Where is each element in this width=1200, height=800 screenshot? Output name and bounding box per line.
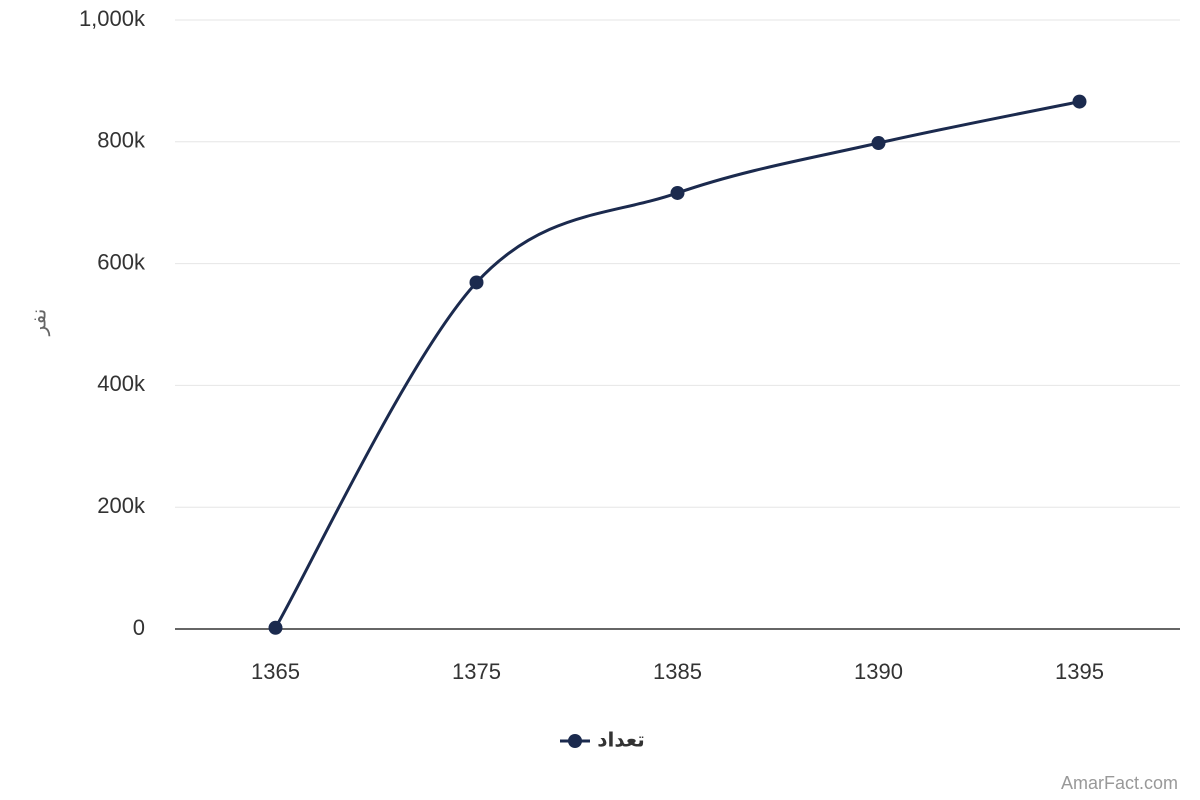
- y-tick-label: 200k: [97, 493, 146, 518]
- point: [469, 275, 484, 290]
- point: [268, 620, 283, 635]
- legend-marker: [568, 734, 582, 748]
- y-axis-label: نفر: [28, 309, 50, 337]
- x-tick-label: 1395: [1055, 659, 1104, 684]
- x-tick-label: 1365: [251, 659, 300, 684]
- y-tick-label: 400k: [97, 371, 146, 396]
- y-tick-label: 0: [133, 615, 145, 640]
- legend-label: تعداد: [597, 729, 644, 751]
- point: [670, 185, 685, 200]
- point: [871, 136, 886, 151]
- y-tick-label: 600k: [97, 249, 146, 274]
- x-tick-label: 1390: [854, 659, 903, 684]
- x-tick-label: 1375: [452, 659, 501, 684]
- point: [1072, 94, 1087, 109]
- y-tick-label: 800k: [97, 128, 146, 153]
- credit: AmarFact.com: [1061, 773, 1178, 793]
- line: [274, 100, 1080, 629]
- y-tick-label: 1,000k: [79, 6, 146, 31]
- x-tick-label: 1385: [653, 659, 702, 684]
